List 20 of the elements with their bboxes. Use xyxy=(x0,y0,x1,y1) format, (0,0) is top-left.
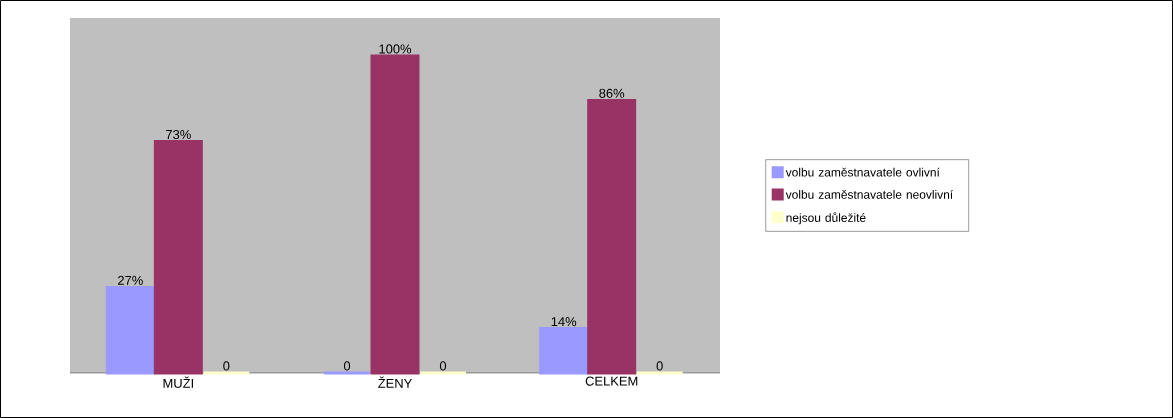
x-tick-label: MUŽI xyxy=(163,376,193,388)
data-label: 14% xyxy=(551,317,577,327)
data-label: 0 xyxy=(656,361,663,371)
x-tick-label: ŽENY xyxy=(378,376,412,388)
data-label: 0 xyxy=(223,361,230,371)
legend-label: nejsou důležité xyxy=(786,212,866,225)
bar xyxy=(370,54,420,375)
x-tick-label: CELKEM xyxy=(585,376,638,386)
data-label: 100% xyxy=(379,44,412,54)
bar xyxy=(105,285,155,375)
legend-label: volbu zaměstnavatele ovlivní xyxy=(785,167,940,177)
data-label: 86% xyxy=(599,88,625,98)
bar xyxy=(587,98,637,375)
bar xyxy=(153,140,203,375)
data-label: 0 xyxy=(439,361,447,371)
legend-label: volbu zaměstnavatele neovlivní xyxy=(785,189,954,199)
bar xyxy=(539,327,589,375)
data-label: 27% xyxy=(118,275,143,285)
data-label: 73% xyxy=(166,129,191,140)
data-label: 0 xyxy=(343,361,351,371)
